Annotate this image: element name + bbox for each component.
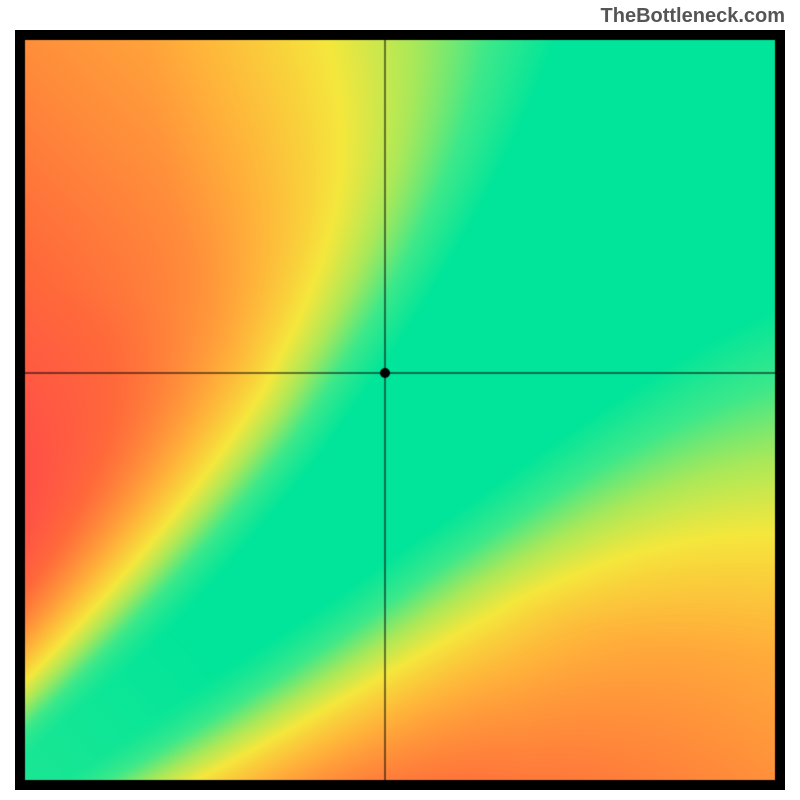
watermark-text: TheBottleneck.com xyxy=(601,5,785,28)
heatmap-canvas xyxy=(15,30,785,790)
chart-container: TheBottleneck.com xyxy=(0,0,800,800)
heatmap-area xyxy=(15,30,785,790)
